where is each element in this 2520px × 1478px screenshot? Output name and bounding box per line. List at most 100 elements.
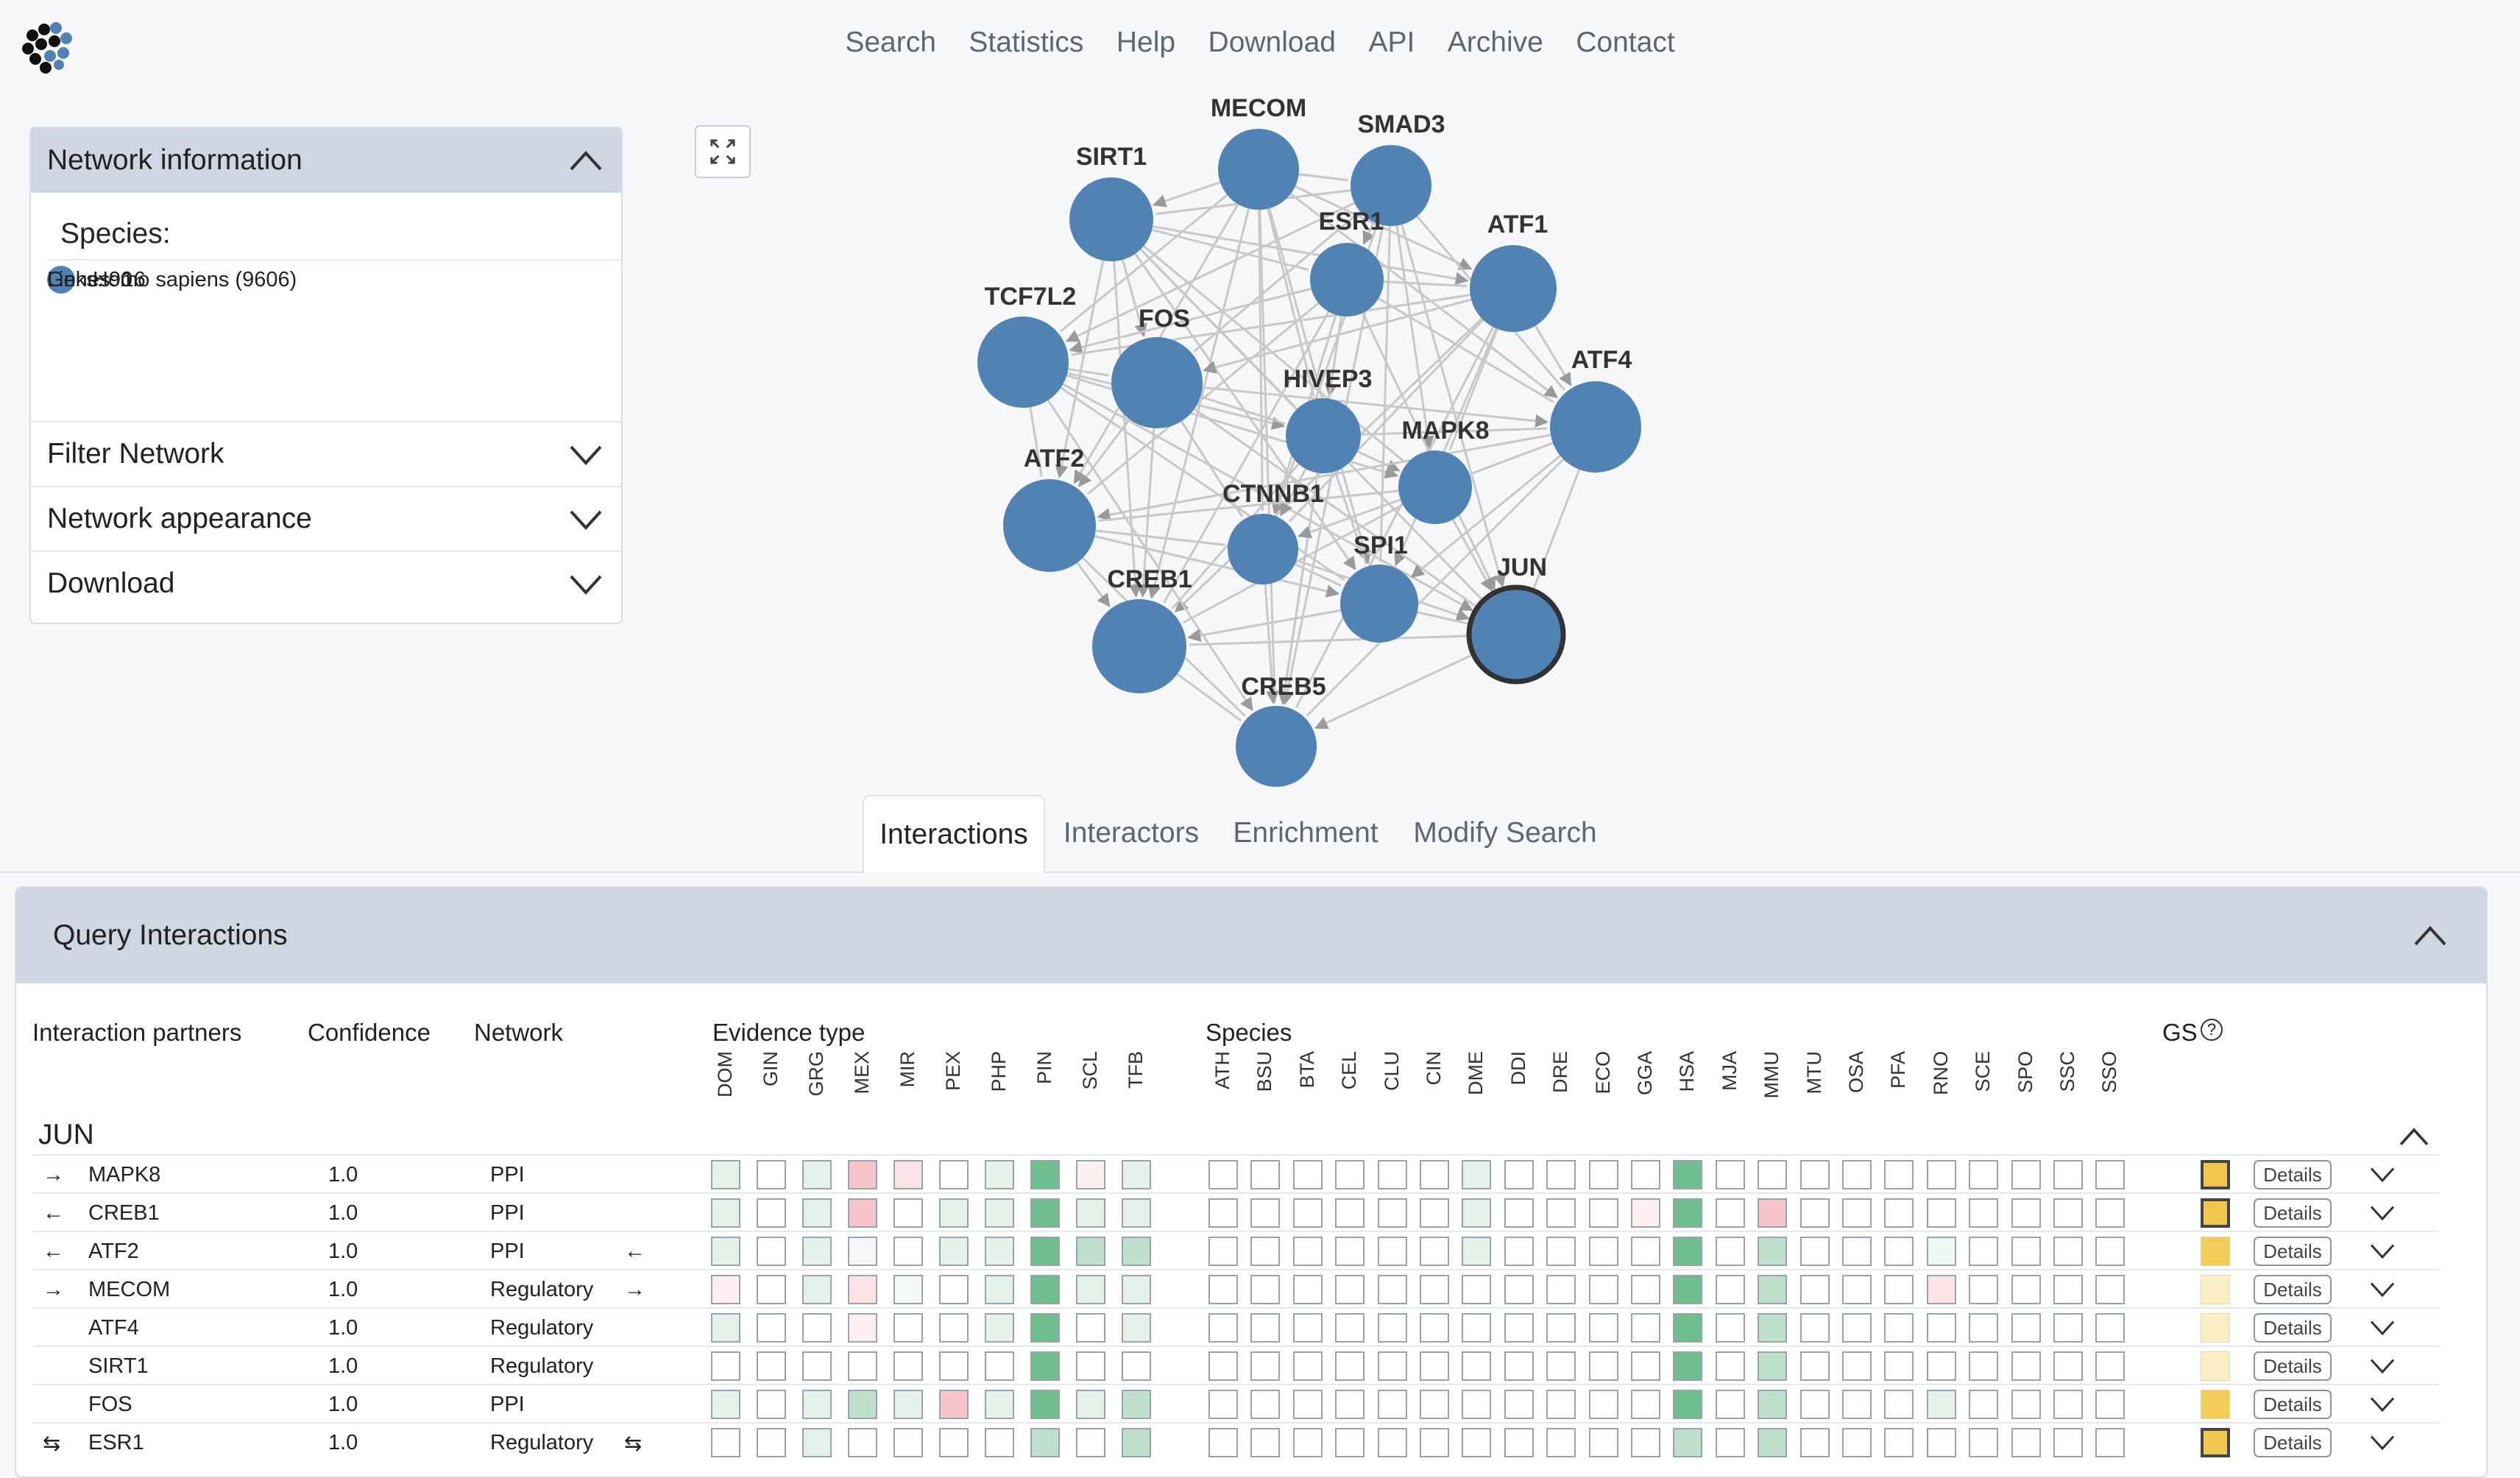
species-cell-sso[interactable] <box>2095 1351 2126 1381</box>
evidence-cell-php[interactable] <box>985 1428 1014 1457</box>
evidence-cell-grg[interactable] <box>802 1275 832 1304</box>
species-cell-clu[interactable] <box>1377 1351 1407 1381</box>
species-cell-cin[interactable] <box>1420 1275 1449 1304</box>
species-cell-cin[interactable] <box>1420 1198 1449 1228</box>
node-circle-creb5[interactable] <box>1236 706 1317 787</box>
chevron-down-icon[interactable] <box>567 504 605 534</box>
species-cell-bta[interactable] <box>1292 1390 1323 1419</box>
node-ctnnb1[interactable]: CTNNB1 <box>1222 480 1324 584</box>
species-cell-bsu[interactable] <box>1250 1160 1281 1189</box>
evidence-cell-grg[interactable] <box>802 1198 832 1228</box>
species-cell-pfa[interactable] <box>1884 1313 1914 1343</box>
nav-archive[interactable]: Archive <box>1447 26 1543 58</box>
species-cell-rno[interactable] <box>1926 1390 1956 1419</box>
species-cell-mja[interactable] <box>1715 1275 1745 1304</box>
species-cell-mja[interactable] <box>1715 1313 1745 1343</box>
evidence-cell-grg[interactable] <box>802 1390 832 1419</box>
species-cell-dme[interactable] <box>1462 1313 1492 1343</box>
chevron-down-icon[interactable] <box>2367 1278 2398 1300</box>
species-cell-bta[interactable] <box>1292 1237 1323 1266</box>
node-atf1[interactable]: ATF1 <box>1470 211 1557 332</box>
node-circle-esr1[interactable] <box>1310 243 1384 317</box>
species-cell-pfa[interactable] <box>1884 1275 1914 1304</box>
evidence-cell-pex[interactable] <box>939 1351 969 1381</box>
species-cell-mtu[interactable] <box>1799 1313 1830 1343</box>
evidence-cell-scl[interactable] <box>1076 1160 1105 1189</box>
species-cell-dre[interactable] <box>1546 1198 1576 1228</box>
species-cell-bta[interactable] <box>1292 1313 1323 1343</box>
evidence-cell-pex[interactable] <box>939 1198 969 1228</box>
evidence-cell-tfb[interactable] <box>1122 1198 1151 1228</box>
species-cell-rno[interactable] <box>1926 1237 1956 1266</box>
evidence-cell-php[interactable] <box>985 1237 1014 1266</box>
species-cell-rno[interactable] <box>1926 1198 1956 1228</box>
species-cell-ssc[interactable] <box>2053 1275 2083 1304</box>
species-cell-sso[interactable] <box>2095 1275 2126 1304</box>
species-cell-eco[interactable] <box>1588 1428 1618 1457</box>
evidence-cell-mir[interactable] <box>893 1390 923 1419</box>
species-cell-sce[interactable] <box>1969 1351 1999 1381</box>
species-cell-ath[interactable] <box>1208 1313 1238 1343</box>
species-cell-cin[interactable] <box>1420 1313 1449 1343</box>
table-row[interactable]: ← CREB1 1.0 PPI Details <box>32 1192 2439 1232</box>
evidence-cell-gin[interactable] <box>757 1428 786 1457</box>
chevron-up-icon[interactable] <box>567 146 605 175</box>
node-mapk8[interactable]: MAPK8 <box>1398 417 1490 524</box>
species-cell-hsa[interactable] <box>1673 1390 1703 1419</box>
species-cell-sce[interactable] <box>1969 1390 1999 1419</box>
species-cell-eco[interactable] <box>1588 1237 1618 1266</box>
species-cell-bta[interactable] <box>1292 1198 1323 1228</box>
query-interactions-header[interactable]: Query Interactions <box>16 888 2486 983</box>
evidence-cell-scl[interactable] <box>1076 1275 1105 1304</box>
species-cell-dre[interactable] <box>1546 1160 1576 1189</box>
species-cell-rno[interactable] <box>1926 1313 1956 1343</box>
node-creb5[interactable]: CREB5 <box>1236 673 1326 787</box>
species-cell-mmu[interactable] <box>1758 1237 1788 1266</box>
node-hivep3[interactable]: HIVEP3 <box>1284 365 1373 473</box>
species-cell-sso[interactable] <box>2095 1428 2126 1457</box>
evidence-cell-php[interactable] <box>985 1390 1014 1419</box>
evidence-cell-mir[interactable] <box>893 1275 923 1304</box>
evidence-cell-gin[interactable] <box>757 1313 786 1343</box>
species-cell-cel[interactable] <box>1335 1428 1365 1457</box>
evidence-cell-gin[interactable] <box>757 1275 786 1304</box>
species-cell-sso[interactable] <box>2095 1313 2126 1343</box>
evidence-cell-mex[interactable] <box>848 1313 877 1343</box>
species-cell-ddi[interactable] <box>1504 1351 1534 1381</box>
species-cell-gga[interactable] <box>1631 1390 1660 1419</box>
node-circle-smad3[interactable] <box>1351 145 1431 226</box>
evidence-cell-dom[interactable] <box>711 1313 740 1343</box>
node-sirt1[interactable]: SIRT1 <box>1069 143 1153 261</box>
species-cell-dre[interactable] <box>1546 1351 1576 1381</box>
evidence-cell-mex[interactable] <box>848 1275 877 1304</box>
species-cell-mmu[interactable] <box>1758 1198 1788 1228</box>
evidence-cell-dom[interactable] <box>711 1390 740 1419</box>
node-circle-fos[interactable] <box>1111 337 1203 428</box>
species-cell-osa[interactable] <box>1842 1390 1872 1419</box>
chevron-down-icon[interactable] <box>2367 1431 2398 1453</box>
species-cell-ssc[interactable] <box>2053 1351 2083 1381</box>
species-cell-eco[interactable] <box>1588 1351 1618 1381</box>
chevron-down-icon[interactable] <box>567 439 605 469</box>
network-nodes[interactable]: MECOM SMAD3 SIRT1 ESR1 ATF1 TCF7L2 FOS HIVEP3 AT… <box>977 96 1641 787</box>
species-cell-rno[interactable] <box>1926 1351 1956 1381</box>
nav-contact[interactable]: Contact <box>1576 26 1675 58</box>
species-cell-osa[interactable] <box>1842 1160 1872 1189</box>
node-smad3[interactable]: SMAD3 <box>1351 110 1445 226</box>
species-cell-cel[interactable] <box>1335 1275 1365 1304</box>
evidence-cell-scl[interactable] <box>1076 1237 1105 1266</box>
species-cell-clu[interactable] <box>1377 1428 1407 1457</box>
chevron-up-icon[interactable] <box>2411 921 2449 950</box>
species-cell-osa[interactable] <box>1842 1198 1872 1228</box>
node-circle-mecom[interactable] <box>1218 129 1299 210</box>
species-cell-sce[interactable] <box>1969 1428 1999 1457</box>
species-cell-hsa[interactable] <box>1673 1428 1703 1457</box>
evidence-cell-php[interactable] <box>985 1313 1014 1343</box>
species-cell-cel[interactable] <box>1335 1313 1365 1343</box>
species-cell-sso[interactable] <box>2095 1160 2126 1189</box>
node-circle-atf1[interactable] <box>1470 245 1557 332</box>
partner-name[interactable]: CREB1 <box>88 1201 160 1225</box>
species-cell-rno[interactable] <box>1926 1160 1956 1189</box>
tab-interactors[interactable]: Interactors <box>1063 817 1200 849</box>
species-cell-hsa[interactable] <box>1673 1160 1703 1189</box>
